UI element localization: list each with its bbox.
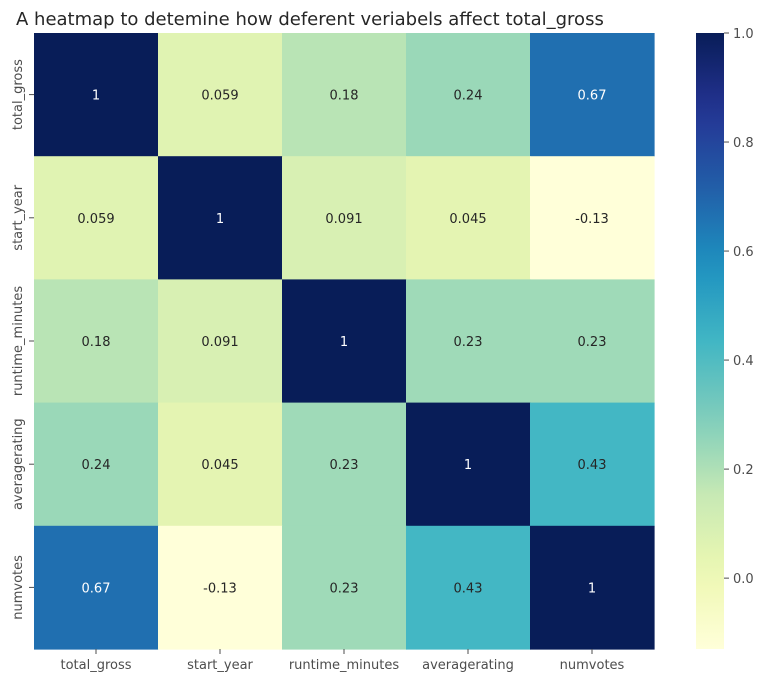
heatmap-cell-averagerating-start_year bbox=[158, 402, 283, 527]
chart-title: A heatmap to detemine how deferent veria… bbox=[16, 9, 604, 30]
y-tick-label: total_gross bbox=[11, 59, 26, 130]
cell-annotations: 1 0.059 0.18 0.24 0.67 0.059 1 0.091 0.045 -0.13 0… bbox=[77, 89, 608, 597]
cell-annotation: 0.091 bbox=[325, 212, 362, 227]
heatmap-cell-total_gross-numvotes bbox=[530, 33, 655, 157]
heatmap-cell-start_year-total_gross bbox=[34, 156, 159, 280]
heatmap-cell-numvotes-total_gross bbox=[34, 525, 159, 650]
cell-annotation: 0.045 bbox=[449, 212, 486, 227]
cell-annotation: 0.23 bbox=[454, 335, 483, 350]
heatmap-cell-total_gross-start_year bbox=[158, 33, 283, 157]
cell-annotation: 0.43 bbox=[454, 581, 483, 596]
cell-annotation: 0.23 bbox=[578, 335, 607, 350]
y-tick-label: averagerating bbox=[11, 418, 26, 510]
y-tick-label: numvotes bbox=[11, 555, 26, 620]
heatmap-cell-numvotes-start_year bbox=[158, 525, 283, 650]
x-tick-label: runtime_minutes bbox=[289, 658, 400, 673]
y-axis-ticks: total_gross start_year runtime_minutesaver… bbox=[11, 59, 34, 620]
heatmap-cell-averagerating-numvotes bbox=[530, 402, 655, 527]
cell-annotation: 0.43 bbox=[578, 458, 607, 473]
colorbar: 0.0 0.2 0.4 0.6 0.8 1.0 bbox=[696, 27, 754, 649]
y-tick-label: runtime_minutes bbox=[11, 286, 26, 397]
heatmap-cell-runtime_minutes-averagerating bbox=[406, 279, 531, 404]
heatmap-cell-averagerating-runtime_minutes bbox=[282, 402, 407, 527]
heatmap-cell-numvotes-runtime_minutes bbox=[282, 525, 407, 650]
colorbar-gradient bbox=[696, 33, 724, 649]
heatmap-cell-start_year-runtime_minutes bbox=[282, 156, 407, 280]
cell-annotation: 1 bbox=[588, 581, 596, 596]
y-tick-label: start_year bbox=[11, 184, 26, 250]
colorbar-tick-label: 0.4 bbox=[733, 354, 754, 369]
colorbar-tick-label: 0.0 bbox=[733, 572, 754, 587]
cell-annotation: 0.67 bbox=[578, 89, 607, 104]
colorbar-tick-label: 0.2 bbox=[733, 463, 754, 478]
cell-annotation: 0.045 bbox=[201, 458, 238, 473]
heatmap-cell-averagerating-averagerating bbox=[406, 402, 531, 527]
heatmap-cell-total_gross-averagerating bbox=[406, 33, 531, 157]
heatmap-cell-start_year-start_year bbox=[158, 156, 283, 280]
heatmap-cell-total_gross-total_gross bbox=[34, 33, 159, 157]
x-tick-label: start_year bbox=[187, 658, 253, 673]
x-tick-label: numvotes bbox=[560, 658, 625, 673]
heatmap-cell-numvotes-numvotes bbox=[530, 525, 655, 650]
cell-annotation: 0.23 bbox=[330, 581, 359, 596]
heatmap-cell-runtime_minutes-total_gross bbox=[34, 279, 159, 404]
cell-annotation: 0.059 bbox=[201, 89, 238, 104]
cell-annotation: 0.24 bbox=[454, 89, 483, 104]
cell-annotation: 1 bbox=[216, 212, 224, 227]
cell-annotation: 0.18 bbox=[82, 335, 111, 350]
heatmap-cell-start_year-numvotes bbox=[530, 156, 655, 280]
heatmap-cell-runtime_minutes-runtime_minutes bbox=[282, 279, 407, 404]
heatmap-cells bbox=[34, 33, 655, 650]
cell-annotation: 1 bbox=[464, 458, 472, 473]
cell-annotation: 1 bbox=[92, 89, 100, 104]
cell-annotation: 0.18 bbox=[330, 89, 359, 104]
x-axis-ticks: total_gross start_year runtime_minutes aver… bbox=[60, 649, 625, 673]
heatmap-cell-start_year-averagerating bbox=[406, 156, 531, 280]
cell-annotation: 0.059 bbox=[77, 212, 114, 227]
heatmap-cell-numvotes-averagerating bbox=[406, 525, 531, 650]
colorbar-tick-label: 0.6 bbox=[733, 245, 754, 260]
colorbar-tick-label: 0.8 bbox=[733, 136, 754, 151]
cell-annotation: -0.13 bbox=[575, 212, 609, 227]
colorbar-tick-label: 1.0 bbox=[733, 27, 754, 42]
cell-annotation: 0.091 bbox=[201, 335, 238, 350]
heatmap-cell-runtime_minutes-numvotes bbox=[530, 279, 655, 404]
cell-annotation: 0.23 bbox=[330, 458, 359, 473]
x-tick-label: total_gross bbox=[60, 658, 131, 673]
heatmap-cell-averagerating-total_gross bbox=[34, 402, 159, 527]
heatmap-cell-total_gross-runtime_minutes bbox=[282, 33, 407, 157]
cell-annotation: 0.67 bbox=[82, 581, 111, 596]
x-tick-label: averagerating bbox=[422, 658, 514, 673]
heatmap-cell-runtime_minutes-start_year bbox=[158, 279, 283, 404]
cell-annotation: -0.13 bbox=[203, 581, 237, 596]
cell-annotation: 0.24 bbox=[82, 458, 111, 473]
cell-annotation: 1 bbox=[340, 335, 348, 350]
